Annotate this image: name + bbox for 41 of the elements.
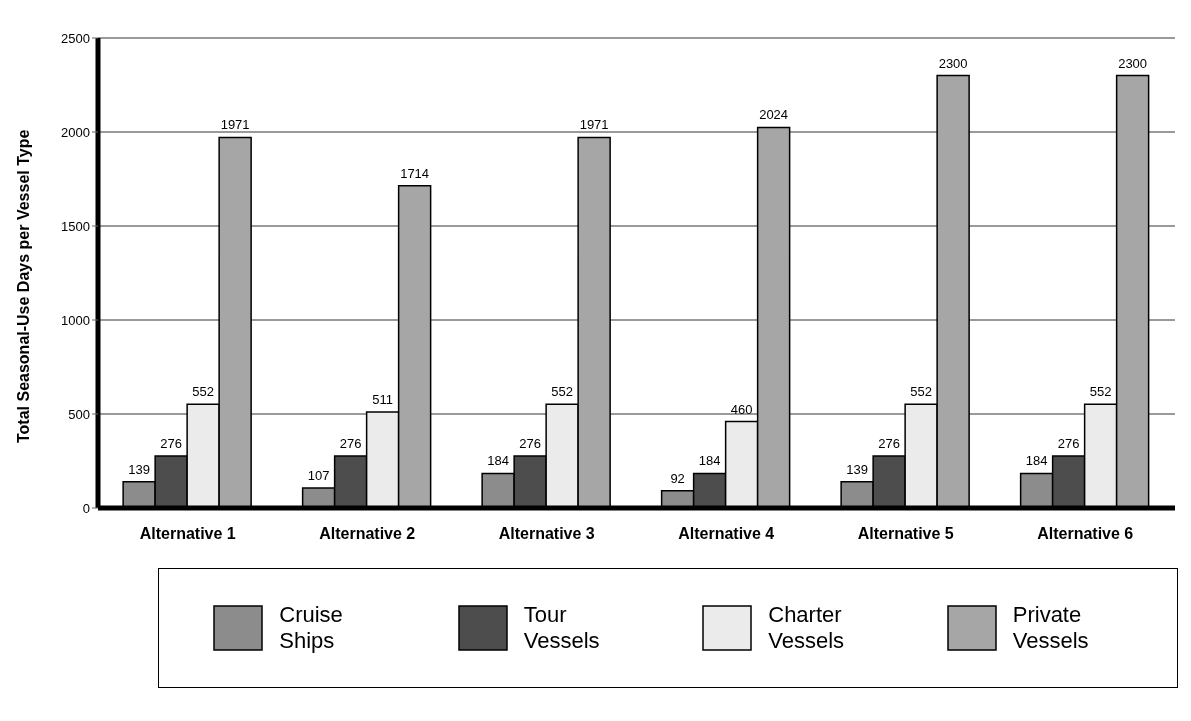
y-tick-label: 1000 bbox=[61, 312, 90, 328]
x-tick-label: Alternative 2 bbox=[319, 525, 416, 543]
data-label: 184 bbox=[487, 453, 509, 469]
data-label: 552 bbox=[551, 384, 573, 400]
data-label: 276 bbox=[878, 436, 900, 452]
y-tick-label: 2500 bbox=[61, 30, 90, 46]
data-label: 1971 bbox=[220, 117, 250, 133]
data-label: 1714 bbox=[400, 165, 430, 181]
data-label: 2024 bbox=[759, 107, 789, 123]
data-label: 92 bbox=[670, 470, 685, 486]
x-tick-label: Alternative 3 bbox=[498, 525, 595, 543]
legend-label: Charter Vessels bbox=[768, 602, 846, 654]
data-label: 2300 bbox=[938, 55, 968, 71]
data-label: 552 bbox=[1089, 384, 1112, 400]
data-label: 2300 bbox=[1118, 55, 1148, 71]
data-label: 139 bbox=[128, 461, 150, 477]
data-label: 552 bbox=[910, 384, 932, 400]
legend-label: Cruise Ships bbox=[279, 602, 344, 654]
y-tick-label: 2000 bbox=[61, 124, 90, 140]
data-label: 552 bbox=[192, 384, 214, 400]
x-tick-label: Alternative 1 bbox=[139, 525, 236, 543]
y-tick-label: 500 bbox=[68, 406, 90, 422]
x-tick-label: Alternative 6 bbox=[1037, 525, 1134, 543]
data-label: 276 bbox=[1057, 436, 1080, 452]
data-label: 107 bbox=[307, 467, 330, 483]
data-label: 460 bbox=[730, 401, 753, 417]
legend-label: Private Vessels bbox=[1012, 602, 1090, 654]
data-label: 276 bbox=[339, 436, 362, 452]
data-label: 1971 bbox=[579, 117, 609, 133]
y-axis-title: Total Seasonal-Use Days per Vessel Type bbox=[14, 129, 32, 443]
data-label: 184 bbox=[1025, 453, 1048, 469]
y-tick-label: 1500 bbox=[61, 218, 90, 234]
y-tick-label: 0 bbox=[82, 500, 90, 516]
x-tick-label: Alternative 5 bbox=[857, 525, 954, 543]
x-tick-label: Alternative 4 bbox=[678, 525, 775, 543]
data-label: 511 bbox=[372, 391, 393, 407]
legend-label: Tour Vessels bbox=[523, 602, 601, 654]
data-label: 276 bbox=[519, 436, 541, 452]
data-label: 184 bbox=[698, 453, 721, 469]
data-label: 139 bbox=[846, 461, 868, 477]
data-label: 276 bbox=[160, 436, 182, 452]
